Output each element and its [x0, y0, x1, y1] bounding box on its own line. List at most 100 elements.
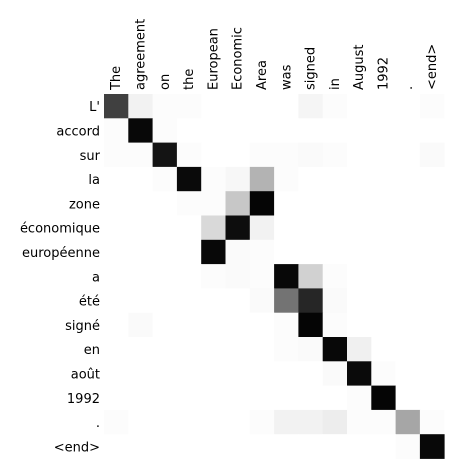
heatmap-cell-1-8: [298, 118, 324, 143]
heatmap-cell-1-4: [201, 118, 226, 143]
heatmap-cell-6-7: [274, 239, 299, 265]
heatmap-cell-2-1: [128, 142, 153, 168]
heatmap-cell-11-1: [128, 361, 153, 386]
heatmap-cell-2-7: [274, 142, 299, 168]
heatmap-cell-12-6: [249, 385, 275, 411]
heatmap-cell-8-2: [152, 288, 178, 314]
heatmap-cell-13-10: [347, 409, 372, 435]
heatmap-cell-1-5: [225, 118, 251, 143]
heatmap-cell-14-2: [152, 434, 178, 459]
heatmap-cell-10-6: [249, 337, 275, 362]
heatmap-cell-13-5: [225, 409, 251, 435]
heatmap-cell-3-2: [152, 166, 178, 192]
heatmap-cell-0-10: [347, 94, 372, 119]
heatmap-cell-11-8: [298, 361, 324, 386]
heatmap-cell-8-11: [371, 288, 396, 314]
heatmap-cell-7-12: [395, 264, 421, 289]
heatmap-cell-6-9: [322, 239, 348, 265]
heatmap-cell-3-13: [419, 166, 445, 192]
heatmap-cell-10-1: [128, 337, 153, 362]
heatmap-cell-13-12: [395, 409, 421, 435]
heatmap-cell-6-8: [298, 239, 324, 265]
heatmap-cell-14-13: [419, 434, 445, 459]
heatmap-cell-13-7: [274, 409, 299, 435]
heatmap-cell-12-2: [152, 385, 178, 411]
x-tick-label-2: on: [158, 74, 173, 90]
y-tick-label-1: accord: [56, 124, 100, 139]
heatmap-cell-13-1: [128, 409, 153, 435]
heatmap-cell-0-6: [249, 94, 275, 119]
heatmap-cell-9-8: [298, 312, 324, 338]
heatmap-cell-10-5: [225, 337, 251, 362]
x-tick-label-3: the: [182, 69, 197, 90]
heatmap-cell-7-3: [176, 264, 202, 289]
x-tick-label-6: Area: [255, 60, 270, 90]
heatmap-cell-6-10: [347, 239, 372, 265]
heatmap-cell-5-5: [225, 215, 251, 241]
heatmap-cell-8-4: [201, 288, 226, 314]
y-axis-labels: L' accord sur la zone économique européenne a ét…: [20, 100, 101, 455]
heatmap-cell-9-0: [104, 312, 129, 338]
heatmap-cell-6-6: [249, 239, 275, 265]
heatmap-cell-9-12: [395, 312, 421, 338]
x-tick-label-11: 1992: [376, 57, 391, 90]
y-tick-label-11: août: [71, 367, 100, 382]
heatmap-cell-12-1: [128, 385, 153, 411]
heatmap-cell-0-13: [419, 94, 445, 119]
heatmap-cell-3-8: [298, 166, 324, 192]
heatmap-cell-3-5: [225, 166, 251, 192]
heatmap-cell-11-3: [176, 361, 202, 386]
heatmap-cell-1-12: [395, 118, 421, 143]
heatmap-cell-14-3: [176, 434, 202, 459]
heatmap-cell-5-9: [322, 215, 348, 241]
heatmap-cell-7-7: [274, 264, 299, 289]
y-tick-label-10: en: [84, 343, 100, 358]
heatmap-cell-3-4: [201, 166, 226, 192]
heatmap-cell-11-5: [225, 361, 251, 386]
x-axis-labels: The agreement on the European Economic Area was…: [109, 19, 440, 91]
heatmap-cell-4-7: [274, 191, 299, 216]
heatmap-cell-5-4: [201, 215, 226, 241]
heatmap-cell-6-11: [371, 239, 396, 265]
heatmap-cell-9-1: [128, 312, 153, 338]
heatmap-cell-4-5: [225, 191, 251, 216]
heatmap-cell-4-0: [104, 191, 129, 216]
heatmap-cell-5-13: [419, 215, 445, 241]
x-tick-label-7: was: [279, 64, 294, 90]
heatmap-cell-14-9: [322, 434, 348, 459]
heatmap-cell-5-8: [298, 215, 324, 241]
y-tick-label-5: économique: [20, 222, 100, 237]
heatmap-cell-5-10: [347, 215, 372, 241]
heatmap-cell-2-8: [298, 142, 324, 168]
heatmap-cell-7-10: [347, 264, 372, 289]
heatmap-cell-9-6: [249, 312, 275, 338]
heatmap-cell-0-1: [128, 94, 153, 119]
heatmap-cell-7-0: [104, 264, 129, 289]
heatmap-cell-13-3: [176, 409, 202, 435]
heatmap-cell-13-6: [249, 409, 275, 435]
heatmap-cell-2-11: [371, 142, 396, 168]
heatmap-cell-3-6: [249, 166, 275, 192]
y-tick-label-13: .: [96, 416, 100, 431]
heatmap-cell-14-10: [347, 434, 372, 459]
heatmap-cell-7-6: [249, 264, 275, 289]
heatmap-cell-0-9: [322, 94, 348, 119]
heatmap-cell-14-11: [371, 434, 396, 459]
heatmap-cell-1-1: [128, 118, 153, 143]
y-tick-label-8: été: [79, 295, 100, 310]
x-tick-label-13: <end>: [425, 44, 440, 90]
heatmap-cell-7-2: [152, 264, 178, 289]
heatmap-cell-13-9: [322, 409, 348, 435]
heatmap-cell-4-6: [249, 191, 275, 216]
heatmap-cell-12-3: [176, 385, 202, 411]
heatmap-cell-1-6: [249, 118, 275, 143]
heatmap-cell-1-3: [176, 118, 202, 143]
heatmap-cell-9-4: [201, 312, 226, 338]
heatmap-cell-2-0: [104, 142, 129, 168]
heatmap-cell-7-11: [371, 264, 396, 289]
heatmap-cell-3-10: [347, 166, 372, 192]
heatmap-cell-4-2: [152, 191, 178, 216]
heatmap-cell-9-5: [225, 312, 251, 338]
heatmap-cell-2-13: [419, 142, 445, 168]
